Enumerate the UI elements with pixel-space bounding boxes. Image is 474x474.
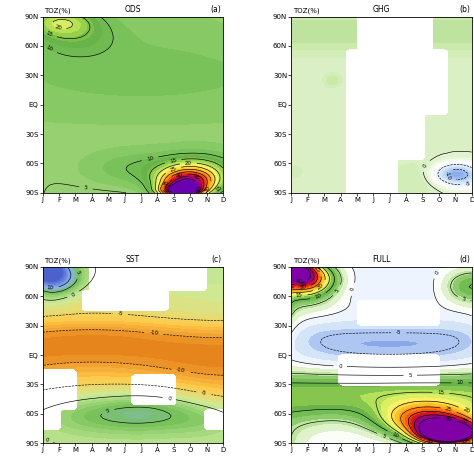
Text: 15: 15 (295, 293, 303, 298)
Text: (c): (c) (211, 255, 221, 264)
Text: 5: 5 (105, 408, 110, 414)
Text: 0: 0 (71, 292, 76, 297)
Text: TOZ(%): TOZ(%) (293, 8, 320, 14)
Text: -5: -5 (201, 390, 207, 396)
Text: 20: 20 (462, 407, 470, 415)
Text: 10: 10 (456, 380, 464, 385)
Text: TOZ(%): TOZ(%) (45, 8, 71, 14)
Text: GHG: GHG (373, 5, 390, 14)
Text: (b): (b) (459, 5, 470, 14)
Text: 10: 10 (45, 45, 54, 53)
Text: 15: 15 (438, 390, 445, 395)
Text: 0: 0 (434, 270, 440, 275)
Text: 5: 5 (381, 433, 386, 439)
Text: 40: 40 (445, 416, 453, 422)
Text: -10: -10 (444, 171, 451, 181)
Text: 10: 10 (146, 155, 154, 162)
Text: 25: 25 (464, 439, 472, 446)
Text: 50: 50 (196, 184, 202, 191)
Text: 5: 5 (462, 296, 466, 302)
Text: 5: 5 (74, 270, 80, 274)
Text: 10: 10 (391, 431, 399, 439)
Text: 30: 30 (203, 185, 212, 193)
Text: 0: 0 (338, 364, 342, 369)
Text: 0: 0 (167, 396, 172, 401)
Text: 20: 20 (54, 24, 62, 31)
Text: -5: -5 (396, 330, 401, 335)
Text: 35: 35 (460, 418, 468, 425)
Text: 40: 40 (175, 172, 183, 179)
Text: (a): (a) (210, 5, 221, 14)
Text: (d): (d) (459, 255, 470, 264)
Text: 0: 0 (44, 438, 49, 444)
Text: 30: 30 (426, 438, 434, 445)
Text: 35: 35 (299, 282, 307, 287)
Text: 5: 5 (84, 185, 88, 191)
Text: -10: -10 (176, 367, 185, 374)
Text: 30: 30 (460, 438, 468, 445)
Text: 5: 5 (409, 373, 412, 378)
Text: 15: 15 (215, 184, 223, 193)
Text: 25: 25 (445, 406, 453, 413)
Text: 30: 30 (299, 284, 307, 290)
Text: 20: 20 (185, 160, 192, 166)
Text: 0: 0 (422, 163, 428, 168)
Text: 25: 25 (169, 166, 177, 173)
Text: -5: -5 (118, 311, 123, 317)
Text: 35: 35 (162, 179, 170, 187)
Text: TOZ(%): TOZ(%) (293, 258, 320, 264)
Text: 10: 10 (46, 284, 54, 290)
Text: 40: 40 (295, 279, 302, 284)
Text: 10: 10 (314, 293, 322, 300)
Text: 15: 15 (169, 158, 177, 164)
Text: 15: 15 (45, 30, 53, 37)
Text: 25: 25 (313, 265, 321, 273)
Text: -5: -5 (465, 181, 471, 187)
Text: -10: -10 (149, 330, 159, 336)
Text: 5: 5 (334, 288, 340, 293)
Text: 45: 45 (192, 174, 201, 182)
Text: 20: 20 (316, 283, 325, 291)
Text: FULL: FULL (372, 255, 391, 264)
Text: ODS: ODS (125, 5, 141, 14)
Text: SST: SST (126, 255, 140, 264)
Text: 0: 0 (350, 287, 356, 292)
Text: TOZ(%): TOZ(%) (45, 258, 71, 264)
